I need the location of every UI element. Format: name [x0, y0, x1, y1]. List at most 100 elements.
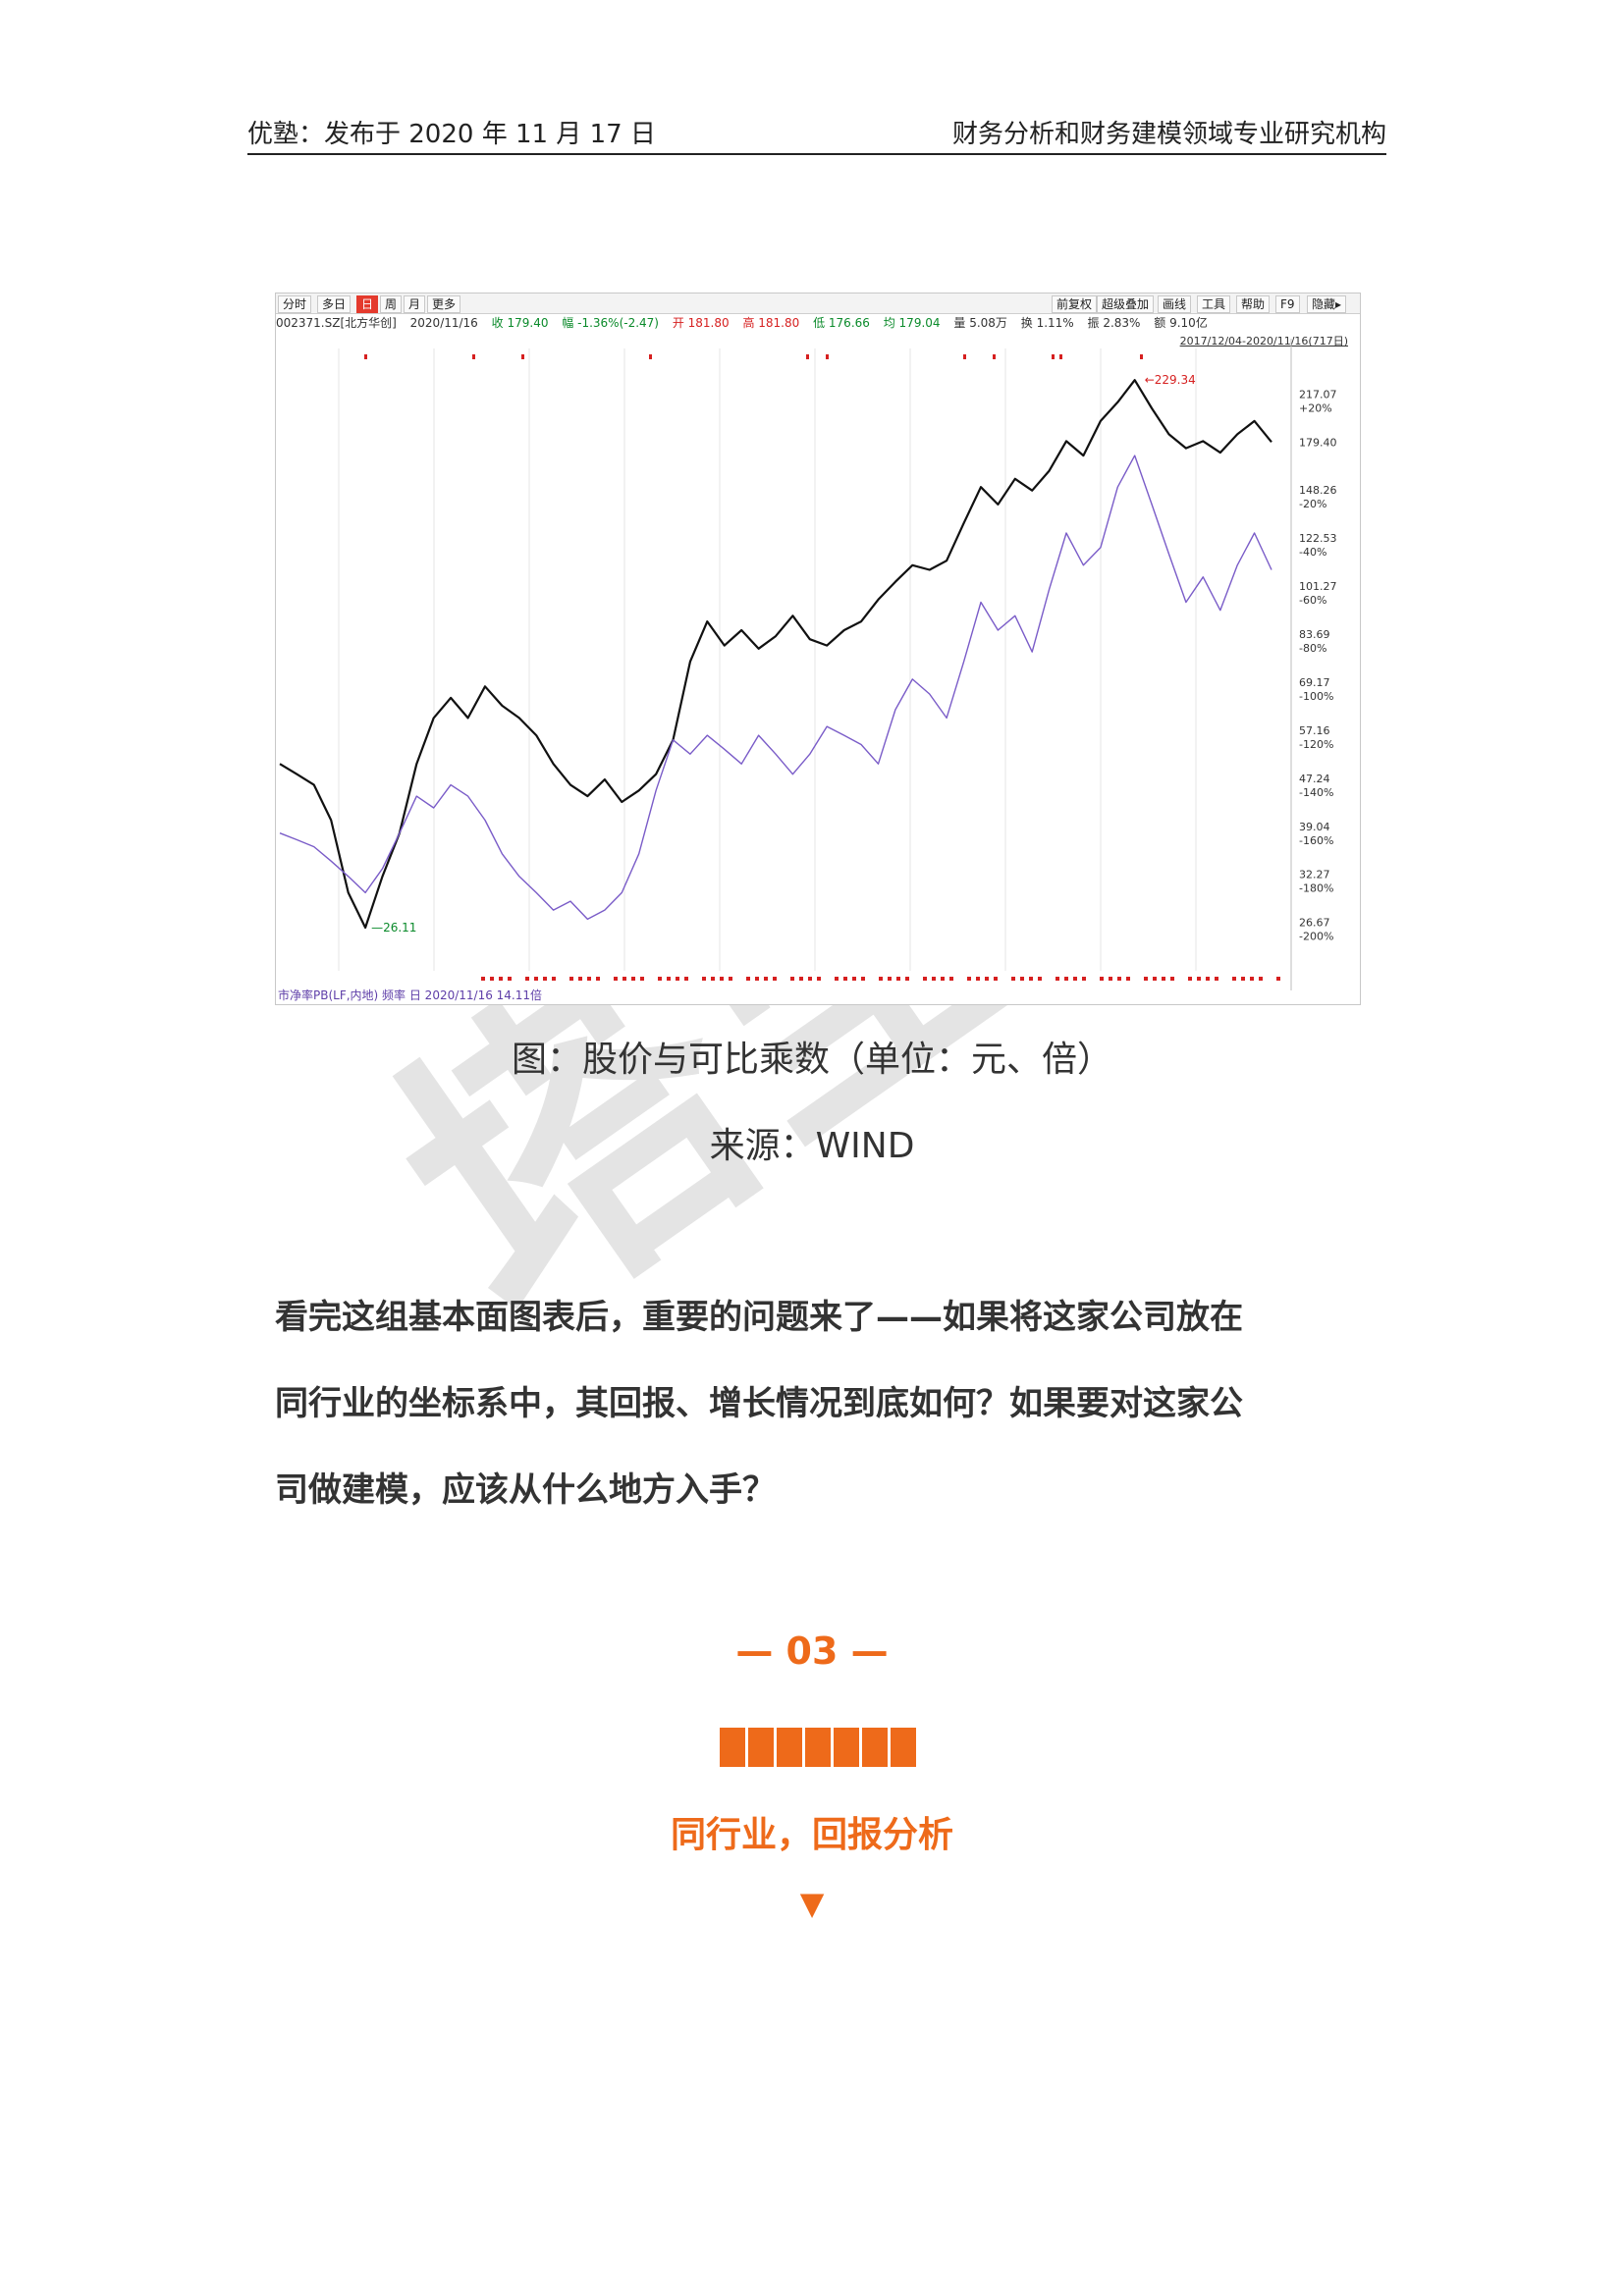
signal-marker: [1162, 977, 1165, 981]
min-price-label: —26.11: [371, 921, 416, 934]
help-button[interactable]: 帮助: [1236, 295, 1271, 313]
paragraph-line: 同行业的坐标系中，其回报、增长情况到底如何？如果要对这家公: [275, 1384, 1243, 1423]
signal-marker: [1056, 977, 1059, 981]
y-tick-pct-label: -80%: [1299, 642, 1326, 655]
signal-marker: [835, 977, 839, 981]
signal-marker: [499, 977, 503, 981]
signal-marker: [614, 977, 618, 981]
signal-marker: [1038, 977, 1042, 981]
overlay-button[interactable]: 超级叠加: [1097, 295, 1155, 313]
signal-marker: [676, 977, 679, 981]
hide-button[interactable]: 隐藏▸: [1307, 295, 1347, 313]
tab-daily[interactable]: 日: [356, 295, 379, 313]
price-series-line: [279, 379, 1272, 930]
tools-button[interactable]: 工具: [1197, 295, 1231, 313]
signal-marker: [711, 977, 715, 981]
quote-low: 低 176.66: [813, 316, 870, 330]
top-signal-marker: [1052, 354, 1055, 359]
y-tick-pct-label: -140%: [1299, 786, 1333, 799]
draw-line-button[interactable]: 画线: [1158, 295, 1192, 313]
pb-series-line: [279, 454, 1272, 921]
signal-marker: [1100, 977, 1104, 981]
signal-marker: [1011, 977, 1015, 981]
f9-button[interactable]: F9: [1275, 295, 1300, 313]
signal-marker: [543, 977, 547, 981]
section-number: — 03 —: [735, 1629, 889, 1673]
top-signal-marker: [826, 354, 829, 359]
signal-marker: [702, 977, 706, 981]
signal-marker: [729, 977, 732, 981]
signal-marker: [658, 977, 662, 981]
quote-high: 高 181.80: [742, 316, 800, 330]
y-tick-pct-label: -60%: [1299, 594, 1326, 607]
top-signal-marker: [806, 354, 809, 359]
top-signal-marker: [963, 354, 966, 359]
quote-code: 002371.SZ[北方华创]: [276, 316, 397, 330]
y-tick-label: 148.26: [1299, 484, 1337, 497]
signal-marker: [631, 977, 635, 981]
quote-amount: 额 9.10亿: [1154, 316, 1208, 330]
y-tick-label: 83.69: [1299, 628, 1330, 641]
signal-marker: [587, 977, 591, 981]
signal-marker: [879, 977, 883, 981]
signal-marker: [941, 977, 945, 981]
signal-marker: [985, 977, 989, 981]
y-tick-pct-label: -200%: [1299, 931, 1333, 943]
signal-marker: [1082, 977, 1086, 981]
y-tick-pct-label: -120%: [1299, 738, 1333, 751]
section-title: 同行业，回报分析: [670, 1815, 953, 1855]
signal-marker: [667, 977, 671, 981]
signal-marker: [1153, 977, 1157, 981]
down-arrow-icon: ▼: [799, 1885, 825, 1922]
tab-more[interactable]: 更多: [427, 295, 461, 313]
signal-marker: [623, 977, 626, 981]
signal-marker: [1144, 977, 1148, 981]
signal-marker: [552, 977, 556, 981]
paragraph-line: 司做建模，应该从什么地方入手？: [275, 1470, 776, 1510]
tab-multi-day[interactable]: 多日: [317, 295, 352, 313]
y-tick-label: 57.16: [1299, 724, 1330, 737]
signal-marker: [932, 977, 936, 981]
signal-marker: [1250, 977, 1254, 981]
signal-marker: [843, 977, 847, 981]
tab-weekly[interactable]: 周: [380, 295, 403, 313]
tab-monthly[interactable]: 月: [404, 295, 426, 313]
indicator-label: 市净率PB(LF,内地) 频率 日 2020/11/16 14.11倍: [278, 988, 543, 1002]
signal-marker: [1029, 977, 1033, 981]
signal-marker: [640, 977, 644, 981]
signal-marker: [596, 977, 600, 981]
signal-marker: [773, 977, 777, 981]
header-publish-date: 优塾：发布于 2020 年 11 月 17 日: [247, 120, 656, 149]
signal-marker: [790, 977, 794, 981]
y-tick-label: 32.27: [1299, 869, 1330, 881]
y-tick-pct-label: -20%: [1299, 498, 1326, 510]
signal-marker: [1073, 977, 1077, 981]
signal-marker: [852, 977, 856, 981]
max-price-label: ←229.34: [1145, 373, 1196, 387]
tab-intraday[interactable]: 分时: [278, 295, 312, 313]
signal-marker: [569, 977, 573, 981]
paragraph-line: 看完这组基本面图表后，重要的问题来了——如果将这家公司放在: [275, 1298, 1243, 1337]
quote-change: 幅 -1.36%(-2.47): [562, 316, 659, 330]
signal-marker: [976, 977, 980, 981]
forward-adjust-button[interactable]: 前复权: [1052, 295, 1098, 313]
signal-marker: [799, 977, 803, 981]
signal-marker: [481, 977, 485, 981]
y-tick-label: 47.24: [1299, 773, 1330, 785]
signal-marker: [1064, 977, 1068, 981]
signal-marker: [508, 977, 512, 981]
source-caption: 来源：WIND: [709, 1126, 915, 1166]
top-signal-marker: [521, 354, 524, 359]
quote-date: 2020/11/16: [409, 316, 478, 330]
y-tick-pct-label: -40%: [1299, 546, 1326, 559]
signal-marker: [720, 977, 724, 981]
signal-marker: [1259, 977, 1263, 981]
header-org-tagline: 财务分析和财务建模领域专业研究机构: [951, 120, 1386, 149]
signal-marker: [490, 977, 494, 981]
y-tick-label: 101.27: [1299, 580, 1337, 593]
signal-marker: [1276, 977, 1280, 981]
top-signal-marker: [993, 354, 996, 359]
signal-marker: [994, 977, 998, 981]
date-range-selector[interactable]: 2017/12/04-2020/11/16(717日): [1179, 335, 1348, 347]
top-signal-marker: [649, 354, 652, 359]
